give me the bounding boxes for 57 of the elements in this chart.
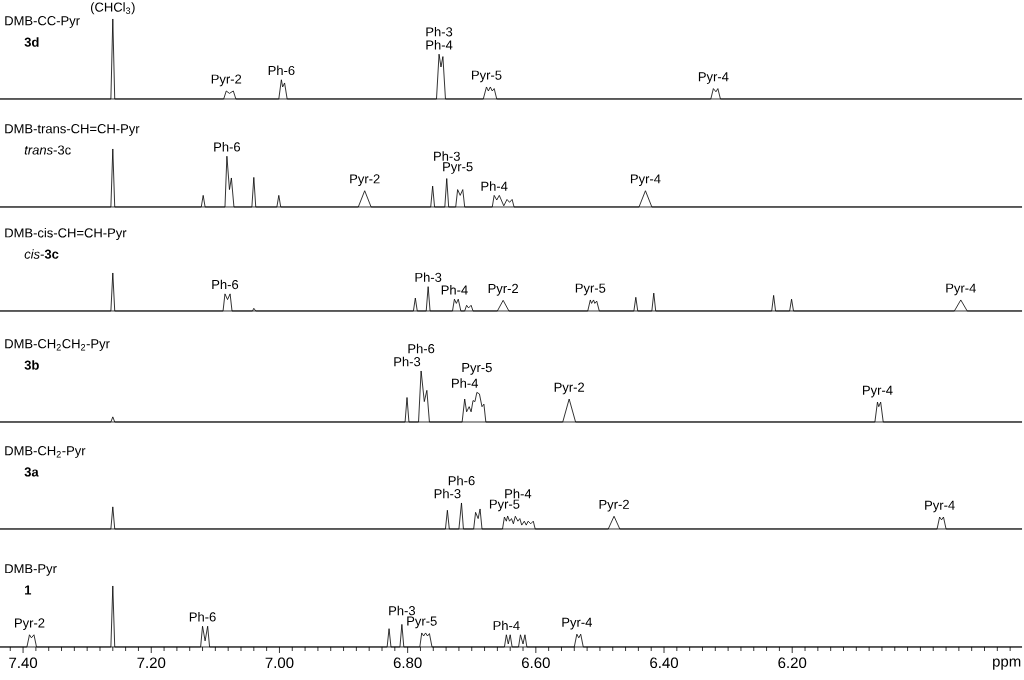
chart-subtitle: 3a [24,467,39,477]
chart-title: DMB-Pyr [5,564,57,576]
chart-title: DMB-CH$_{2}$CH$_{2}$-Pyr [5,339,110,351]
annotation: Pyr-2 [350,174,380,187]
annotation: Ph-3 [434,488,461,499]
annotation: Pyr-4 [630,174,661,187]
text: 3d [24,37,39,47]
annotation: Pyr-5 [443,162,473,174]
annotation: Pyr-4 [698,72,729,84]
annotation: Ph-3 [415,272,442,282]
annotation: Ph-6 [189,612,216,622]
chart-title: DMB-cis-CH=CH-Pyr [5,227,127,241]
x-tick-label: 7.20 [137,657,166,669]
annotation: Pyr-5 [462,363,492,375]
x-tick-label: 7.40 [9,657,38,669]
annotation: Ph-6 [212,279,239,290]
chart-subtitle: cis-3c [24,249,59,259]
x-axis-title: ppm [993,658,1021,670]
x-tick-label: 6.60 [522,657,550,669]
chart-title: DMB-CC-Pyr [5,16,80,28]
annotation: Ph-4 [481,181,508,191]
annotation: Ph-3 [394,356,421,367]
annotation: Ph-6 [268,65,295,76]
annotation: Ph-6 [448,475,475,486]
annotation: Pyr-2 [211,74,242,87]
annotation: (CHCl$_{3}$) [90,2,135,15]
chart-title: DMB-CH$_{2}$-Pyr [5,446,86,458]
annotation: Ph-4 [441,285,468,295]
annotation: Pyr-2 [554,382,585,395]
annotation: Ph-3 [434,151,460,161]
x-tick-label: 6.80 [393,657,422,669]
annotation: Pyr-4 [946,283,976,296]
chart-subtitle: 3b [24,360,39,370]
annotation: Pyr-4 [925,500,955,513]
chart-subtitle: trans-3c [24,145,71,155]
x-tick-label: 6.20 [778,657,807,669]
annotation: Ph-4 [493,620,520,631]
annotation: Ph-3 [389,605,416,616]
chart-subtitle: 1 [25,585,32,595]
annotation: Ph-4 [426,40,453,50]
annotation: Pyr-5 [472,70,502,83]
annotation: Pyr-5 [407,616,437,629]
annotation: Pyr-4 [863,385,893,398]
annotation: Ph-6 [214,141,241,152]
annotation: Pyr-2 [488,283,519,296]
x-tick-label: 6.40 [650,657,679,669]
annotation: Ph-6 [408,343,435,354]
annotation: Pyr-5 [489,499,520,512]
annotation: Pyr-2 [599,499,629,512]
annotation: Ph-4 [452,378,479,388]
annotation: Ph-3 [426,26,453,37]
x-tick-label: 7.00 [265,657,294,669]
annotation: Pyr-2 [15,618,45,631]
chart-title: DMB-trans-CH=CH-Pyr [5,124,140,136]
annotation: Ph-4 [505,488,532,499]
annotation: Pyr-5 [575,283,606,296]
annotation: Pyr-4 [562,617,592,630]
